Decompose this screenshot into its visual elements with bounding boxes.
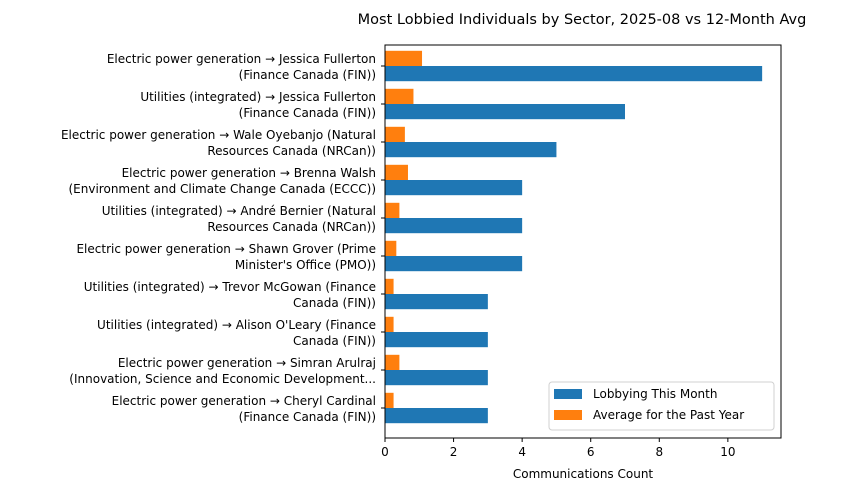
legend-swatch-average-past-year (554, 410, 582, 420)
x-tick-label: 6 (587, 445, 595, 459)
bar-lobbying-this-month (385, 180, 523, 196)
y-tick-label-line: Resources Canada (NRCan)) (207, 144, 376, 158)
y-tick-label-line: Canada (FIN)) (293, 296, 376, 310)
bar-average-past-year (385, 240, 397, 256)
bar-lobbying-this-month (385, 218, 523, 234)
y-tick-label-line: (Environment and Climate Change Canada (… (69, 182, 377, 196)
x-axis-ticks: 0 2 4 6 8 10 (381, 438, 735, 459)
y-tick-label: Electric power generation → Shawn Grover… (76, 242, 376, 272)
bar-lobbying-this-month (385, 256, 523, 272)
y-tick-label-line: (Finance Canada (FIN)) (239, 106, 376, 120)
y-tick-label: Electric power generation → Brenna Walsh… (69, 166, 377, 196)
y-tick-label: Electric power generation → Simran Arulr… (69, 356, 376, 386)
y-tick-label-line: Utilities (integrated) → André Bernier (… (102, 204, 376, 218)
bar-lobbying-this-month (385, 408, 488, 424)
bars-group (385, 50, 763, 424)
y-tick-label-line: Electric power generation → Shawn Grover… (76, 242, 376, 256)
bar-average-past-year (385, 50, 423, 66)
y-tick-label-line: Utilities (integrated) → Jessica Fullert… (140, 90, 376, 104)
y-tick-label: Utilities (integrated) → André Bernier (… (102, 204, 376, 234)
y-tick-label-line: (Innovation, Science and Economic Develo… (69, 372, 376, 386)
y-tick-label-line: Electric power generation → Brenna Walsh (122, 166, 376, 180)
bar-average-past-year (385, 202, 400, 218)
bar-average-past-year (385, 88, 414, 104)
bar-lobbying-this-month (385, 66, 763, 82)
bar-lobbying-this-month (385, 332, 488, 348)
y-tick-label: Utilities (integrated) → Jessica Fullert… (140, 90, 376, 120)
y-tick-label: Electric power generation → Cheryl Cardi… (112, 394, 376, 424)
y-tick-label-line: Electric power generation → Wale Oyebanj… (61, 128, 376, 142)
bar-lobbying-this-month (385, 370, 488, 386)
legend-frame (548, 381, 775, 431)
bar-lobbying-this-month (385, 142, 557, 158)
y-tick-label-line: Electric power generation → Cheryl Cardi… (112, 394, 376, 408)
x-tick-label: 10 (720, 445, 735, 459)
legend-swatch-lobbying-this-month (554, 389, 582, 399)
bar-average-past-year (385, 126, 405, 142)
legend-label-average-past-year: Average for the Past Year (593, 408, 744, 422)
y-tick-label-line: Minister's Office (PMO)) (235, 258, 376, 272)
y-tick-label-line: Resources Canada (NRCan)) (207, 220, 376, 234)
y-tick-label: Utilities (integrated) → Alison O'Leary … (97, 318, 376, 348)
chart-title: Most Lobbied Individuals by Sector, 2025… (358, 12, 807, 28)
bar-lobbying-this-month (385, 294, 488, 310)
x-tick-label: 2 (450, 445, 458, 459)
y-tick-label-line: Utilities (integrated) → Alison O'Leary … (97, 318, 376, 332)
bar-average-past-year (385, 164, 408, 180)
legend-label-lobbying-this-month: Lobbying This Month (593, 387, 717, 401)
bar-average-past-year (385, 278, 394, 294)
x-tick-label: 0 (381, 445, 389, 459)
x-axis-label: Communications Count (513, 467, 654, 481)
y-tick-label-line: Utilities (integrated) → Trevor McGowan … (84, 280, 376, 294)
plot-frame (384, 44, 782, 439)
y-axis-ticks: Electric power generation → Jessica Full… (61, 52, 385, 424)
bar-average-past-year (385, 392, 394, 408)
y-tick-label-line: Electric power generation → Jessica Full… (107, 52, 376, 66)
bar-lobbying-this-month (385, 104, 625, 120)
y-tick-label-line: (Finance Canada (FIN)) (239, 410, 376, 424)
y-tick-label: Electric power generation → Wale Oyebanj… (61, 128, 376, 158)
y-tick-label: Utilities (integrated) → Trevor McGowan … (84, 280, 376, 310)
legend: Lobbying This Month Average for the Past… (548, 381, 775, 431)
bar-average-past-year (385, 354, 400, 370)
y-tick-label-line: Canada (FIN)) (293, 334, 376, 348)
y-tick-label-line: (Finance Canada (FIN)) (239, 68, 376, 82)
bar-average-past-year (385, 316, 394, 332)
x-tick-label: 4 (518, 445, 526, 459)
y-tick-label-line: Electric power generation → Simran Arulr… (118, 356, 376, 370)
x-tick-label: 8 (655, 445, 663, 459)
y-tick-label: Electric power generation → Jessica Full… (107, 52, 376, 82)
